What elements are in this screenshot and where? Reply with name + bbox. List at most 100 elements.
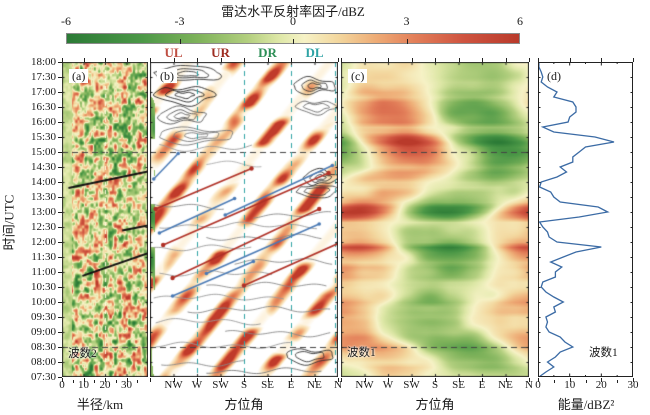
energy-line	[538, 62, 615, 377]
x-minor-tick	[137, 380, 139, 383]
colorbar-tick-label: 6	[517, 14, 523, 28]
x-minor-tick	[553, 380, 555, 383]
panel-c-xaxis-title: 方位角	[415, 397, 455, 412]
x-tick	[569, 378, 571, 382]
time-tick-label: 08:00	[30, 356, 56, 368]
x-tick	[244, 378, 245, 382]
panel-d-xaxis-title: 能量/dBZ²	[557, 397, 615, 412]
x-tick	[341, 58, 342, 62]
x-tick-label: 10	[78, 379, 89, 391]
time-tick-label: 10:00	[30, 296, 56, 308]
x-tick	[173, 378, 175, 382]
colorbar-tick	[293, 39, 294, 44]
time-tick	[58, 167, 62, 168]
x-tick	[338, 378, 339, 382]
x-tick	[458, 58, 460, 62]
time-tick-label: 15:30	[30, 131, 56, 143]
x-tick	[267, 58, 269, 62]
time-tick	[58, 182, 62, 183]
x-tick	[338, 58, 339, 62]
x-tick	[173, 58, 175, 62]
x-tick	[505, 58, 507, 62]
x-tick-label: 30	[627, 379, 639, 391]
time-tick	[58, 332, 62, 333]
x-tick	[244, 58, 245, 62]
time-tick-label: 15:00	[30, 146, 56, 158]
time-tick	[58, 137, 62, 138]
x-minor-tick	[617, 380, 619, 383]
time-tick-label: 07:30	[30, 371, 56, 383]
colorbar-tick-label: -3	[174, 14, 185, 28]
colorbar-tick	[179, 39, 181, 44]
quadrant-label-dl: DL	[305, 45, 324, 60]
x-minor-tick	[585, 380, 587, 383]
x-tick-label: E	[478, 379, 486, 391]
x-tick-label: 0	[59, 379, 65, 391]
x-tick	[458, 378, 460, 382]
time-tick	[58, 317, 62, 318]
x-tick-label: NE	[307, 379, 322, 391]
time-tick-label: 08:30	[30, 341, 56, 353]
time-tick	[58, 212, 62, 213]
x-tick	[62, 378, 63, 382]
x-tick-label: SW	[212, 379, 229, 391]
x-tick	[291, 58, 292, 62]
x-tick-label: NW	[164, 379, 183, 391]
time-tick	[58, 197, 62, 198]
panel-a-tag: (a)	[69, 69, 89, 83]
panel-b-xaxis-title: 方位角	[224, 397, 264, 412]
x-tick	[197, 378, 198, 382]
colorbar-tick	[406, 39, 408, 44]
time-tick-label: 12:00	[30, 236, 56, 248]
x-tick-label: SE	[452, 379, 465, 391]
x-tick	[411, 58, 413, 62]
x-tick-label: N	[334, 379, 342, 391]
time-tick	[58, 62, 62, 63]
panel-d-tag: (d)	[544, 69, 564, 83]
time-tick-label: 16:00	[30, 116, 56, 128]
x-tick	[267, 378, 269, 382]
x-tick-label: 20	[99, 379, 111, 391]
time-tick-label: 17:00	[30, 86, 56, 98]
x-tick	[411, 378, 413, 382]
x-tick-label: 0	[535, 379, 541, 391]
time-tick-label: 14:00	[30, 176, 56, 188]
time-tick	[58, 152, 62, 153]
time-tick-label: 09:30	[30, 311, 56, 323]
quadrant-label-ur: UR	[211, 45, 230, 60]
panel-c-tag: (c)	[348, 69, 368, 83]
x-tick	[388, 378, 389, 382]
x-tick-label: SE	[261, 379, 274, 391]
panel-d-annotation: 波数1	[589, 347, 618, 359]
x-tick	[150, 58, 151, 62]
x-minor-tick	[94, 380, 96, 383]
x-tick	[62, 58, 63, 62]
x-tick	[435, 378, 436, 382]
time-tick	[58, 227, 62, 228]
x-tick	[197, 58, 198, 62]
time-tick-label: 10:30	[30, 281, 56, 293]
colorbar-title: 雷达水平反射率因子/dBZ	[221, 4, 365, 19]
x-tick	[314, 58, 316, 62]
panel-a-annotation: 波数2	[68, 348, 97, 360]
panel-c-annotation: 波数1	[347, 347, 376, 359]
time-tick	[58, 377, 62, 378]
time-tick-label: 17:30	[30, 71, 56, 83]
x-tick-label: NE	[498, 379, 513, 391]
x-tick	[291, 378, 292, 382]
x-minor-tick	[115, 380, 117, 383]
panel-d-lineplot	[538, 62, 633, 377]
time-tick-label: 09:00	[30, 326, 56, 338]
x-tick	[126, 58, 128, 62]
time-tick	[58, 77, 62, 78]
time-tick	[58, 347, 62, 348]
x-tick-label: S	[240, 379, 248, 391]
x-tick-label: W	[382, 379, 394, 391]
x-tick	[505, 378, 507, 382]
x-tick	[220, 378, 222, 382]
time-tick	[58, 257, 62, 258]
time-tick	[58, 287, 62, 288]
time-tick	[58, 107, 62, 108]
x-tick	[364, 378, 366, 382]
